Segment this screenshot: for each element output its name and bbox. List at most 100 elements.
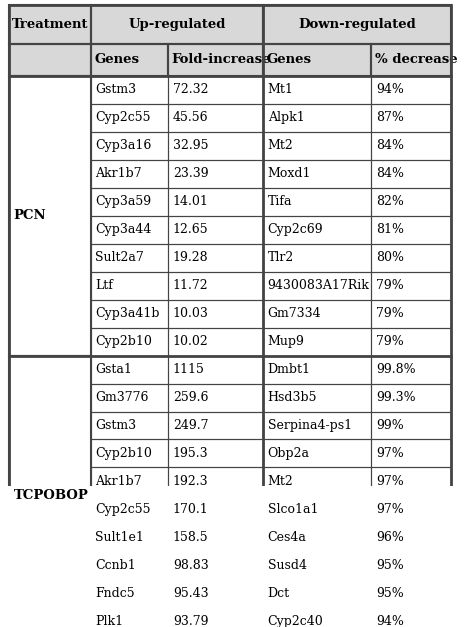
Text: Cyp2c69: Cyp2c69 [268,223,323,236]
Text: 99.8%: 99.8% [376,363,416,376]
Bar [263,44,371,76]
Bar [263,44,371,76]
Bar [168,608,263,627]
Text: PCN: PCN [14,209,46,222]
Bar [263,384,371,411]
Text: Down-regulated: Down-regulated [298,18,416,31]
Bar [263,579,371,608]
Bar [9,5,91,44]
Bar [168,411,263,440]
Bar [371,524,451,551]
Bar [91,300,168,327]
Bar [371,384,451,411]
Text: 80%: 80% [376,251,404,264]
Text: 79%: 79% [376,279,404,292]
Bar [371,551,451,579]
Bar [263,356,371,384]
Bar [9,44,91,76]
Text: 195.3: 195.3 [173,447,209,460]
Text: Susd4: Susd4 [268,559,307,572]
Bar [168,104,263,132]
Text: Treatment: Treatment [12,18,88,31]
Bar [263,5,451,44]
Text: 81%: 81% [376,223,404,236]
Bar [263,327,371,356]
Text: 84%: 84% [376,167,404,180]
Bar [263,271,371,300]
Text: 10.03: 10.03 [173,307,209,320]
Bar [91,104,168,132]
Bar [9,356,91,627]
Text: Genes: Genes [94,53,139,66]
Bar [91,327,168,356]
Text: Mt1: Mt1 [268,83,293,97]
Text: Serpina4-ps1: Serpina4-ps1 [268,419,352,432]
Bar [263,244,371,271]
Bar [91,356,168,384]
Bar [263,468,371,495]
Bar [168,160,263,187]
Bar [168,551,263,579]
Text: 97%: 97% [376,475,404,488]
Text: Akr1b7: Akr1b7 [95,167,142,180]
Text: 1115: 1115 [173,363,205,376]
Bar [91,608,168,627]
Text: Genes: Genes [267,53,312,66]
Bar [263,104,371,132]
Bar [263,440,371,468]
Text: Mup9: Mup9 [268,335,305,348]
Text: 9430083A17Rik: 9430083A17Rik [268,279,370,292]
Text: Gsta1: Gsta1 [95,363,132,376]
Text: 249.7: 249.7 [173,419,208,432]
Text: Cyp3a41b: Cyp3a41b [95,307,160,320]
Bar [168,356,263,384]
Text: Dct: Dct [268,587,290,600]
Text: 12.65: 12.65 [173,223,209,236]
Text: 97%: 97% [376,447,404,460]
Bar [263,132,371,160]
Text: Alpk1: Alpk1 [268,112,304,124]
Text: Obp2a: Obp2a [268,447,310,460]
Text: Cyp2b10: Cyp2b10 [95,335,152,348]
Text: 95%: 95% [376,559,404,572]
Text: 95%: 95% [376,587,404,600]
Text: Ccnb1: Ccnb1 [95,559,136,572]
Bar [371,187,451,216]
Bar [168,244,263,271]
Text: Tifa: Tifa [268,195,292,208]
Bar [371,244,451,271]
Bar [263,551,371,579]
Text: 259.6: 259.6 [173,391,208,404]
Bar [168,495,263,524]
Bar [371,579,451,608]
Bar [371,216,451,244]
Bar [371,76,451,104]
Text: Moxd1: Moxd1 [268,167,311,180]
Text: Cyp3a16: Cyp3a16 [95,139,152,152]
Bar [263,160,371,187]
Text: 93.79: 93.79 [173,615,208,627]
Bar [263,411,371,440]
Bar [371,132,451,160]
Bar [168,300,263,327]
Text: 19.28: 19.28 [173,251,209,264]
Text: Slco1a1: Slco1a1 [268,503,318,516]
Text: Up-regulated: Up-regulated [128,18,226,31]
Text: 99%: 99% [376,419,404,432]
Bar [91,132,168,160]
Text: Mt2: Mt2 [268,139,293,152]
Text: % decrease: % decrease [375,53,458,66]
Text: Fndc5: Fndc5 [95,587,135,600]
Text: Cyp3a44: Cyp3a44 [95,223,152,236]
Bar [263,187,371,216]
Bar [91,160,168,187]
Text: Ces4a: Ces4a [268,531,307,544]
Text: 99.3%: 99.3% [376,391,416,404]
Bar [371,495,451,524]
Bar [91,384,168,411]
Text: Plk1: Plk1 [95,615,124,627]
Bar [91,468,168,495]
Bar [91,76,168,104]
Bar [9,76,91,356]
Bar [263,5,451,44]
